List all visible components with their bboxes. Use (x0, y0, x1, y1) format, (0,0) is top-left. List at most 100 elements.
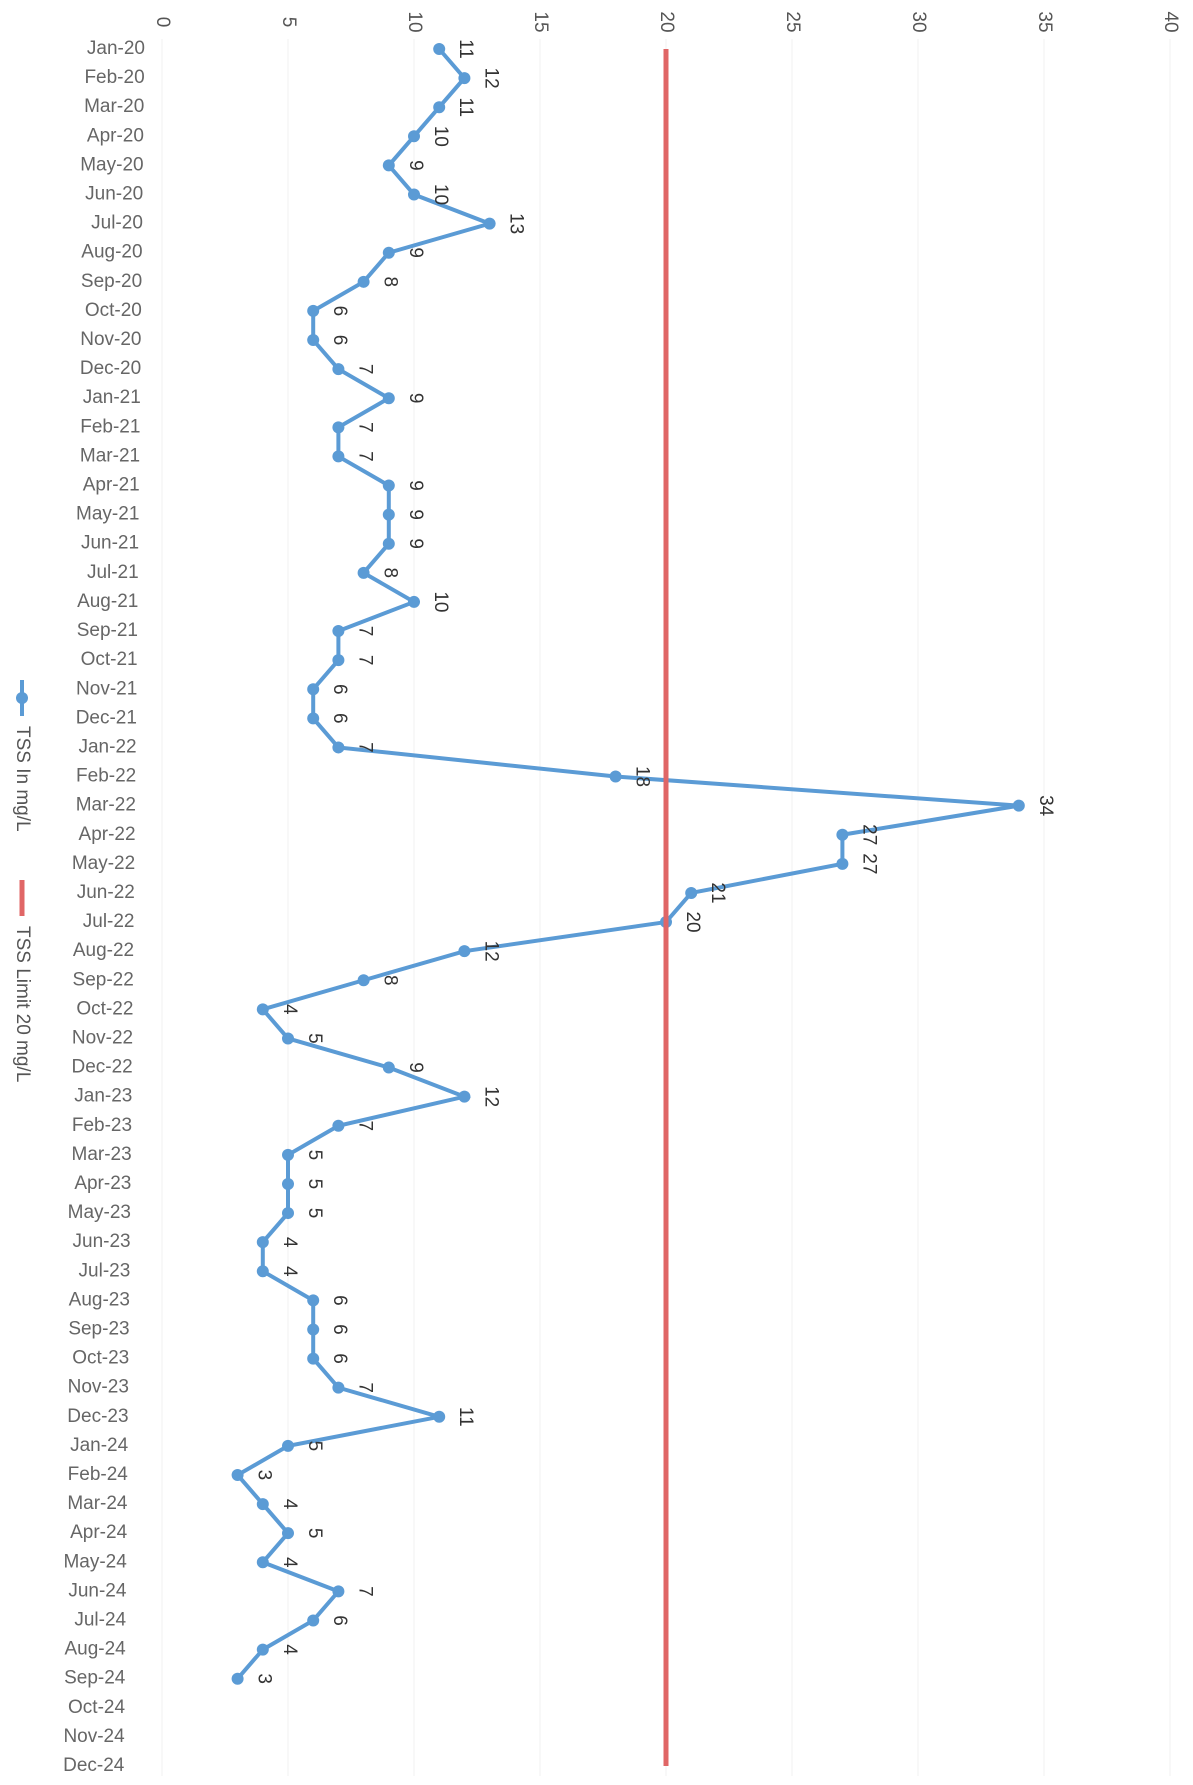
x-tick-label: Feb-21 (80, 416, 140, 437)
data-point (256, 1556, 269, 1569)
data-label: 9 (405, 509, 426, 520)
x-tick-label: Dec-24 (63, 1755, 125, 1776)
data-label: 9 (405, 393, 426, 404)
data-label: 5 (304, 1208, 325, 1219)
data-label: 27 (858, 853, 879, 874)
x-tick-label: Nov-20 (80, 329, 141, 350)
data-point (282, 1527, 294, 1540)
data-point (382, 537, 395, 550)
data-point (408, 130, 420, 143)
data-point (382, 508, 395, 521)
data-label: 3 (254, 1470, 275, 1481)
data-label: 20 (682, 911, 703, 932)
x-tick-label: Apr-21 (83, 475, 140, 496)
x-tick-label: Oct-20 (85, 300, 142, 321)
data-label: 8 (380, 568, 401, 579)
y-tick-label: 10 (404, 11, 425, 32)
data-point (231, 1672, 244, 1685)
data-label: 11 (455, 1407, 476, 1427)
y-tick-label: 35 (1034, 11, 1055, 32)
x-tick-label: Dec-23 (67, 1406, 128, 1427)
x-tick-label: Aug-23 (69, 1289, 130, 1310)
data-label: 4 (279, 1237, 300, 1248)
data-label: 7 (354, 1120, 375, 1131)
data-point (332, 421, 345, 434)
x-tick-label: Feb-23 (72, 1115, 132, 1136)
data-label: 7 (354, 1586, 375, 1597)
data-point (433, 101, 446, 114)
x-tick-label: Jul-23 (79, 1260, 131, 1281)
data-label: 7 (354, 626, 375, 637)
y-tick-label: 30 (908, 11, 929, 32)
data-label: 5 (304, 1033, 325, 1044)
data-label: 9 (405, 538, 426, 549)
data-label: 7 (354, 451, 375, 462)
data-point (332, 1119, 345, 1132)
data-point (382, 246, 395, 259)
data-point (282, 1032, 294, 1045)
data-label: 4 (279, 1499, 300, 1510)
x-tick-label: Apr-24 (70, 1522, 127, 1543)
x-tick-label: Jan-20 (87, 38, 145, 59)
data-point (307, 1614, 320, 1627)
data-label: 3 (254, 1673, 275, 1684)
data-point (382, 159, 395, 172)
data-label: 6 (329, 306, 350, 317)
x-tick-label: May-20 (80, 154, 143, 175)
data-label: 9 (405, 480, 426, 491)
legend-label: TSS Limit 20 mg/L (12, 926, 33, 1082)
x-tick-label: Jul-20 (91, 213, 143, 234)
y-tick-label: 40 (1160, 11, 1181, 32)
data-point (307, 1352, 320, 1365)
data-point (307, 1294, 320, 1307)
data-label: 13 (506, 213, 527, 234)
data-point (256, 1003, 269, 1016)
x-tick-label: Mar-20 (84, 96, 144, 117)
data-point (433, 1410, 446, 1423)
x-tick-label: Oct-23 (72, 1348, 129, 1369)
data-point (357, 566, 370, 579)
data-label: 6 (329, 1324, 350, 1335)
data-point (282, 1177, 294, 1190)
x-tick-label: Sep-22 (73, 969, 134, 990)
x-tick-label: Oct-21 (81, 649, 138, 670)
x-tick-label: Sep-21 (77, 620, 138, 641)
x-tick-label: May-21 (76, 504, 139, 525)
data-label: 8 (380, 277, 401, 288)
x-tick-label: Sep-23 (68, 1318, 129, 1339)
data-label: 18 (632, 766, 653, 787)
data-label: 4 (279, 1004, 300, 1015)
data-label: 6 (329, 1353, 350, 1364)
x-tick-label: Mar-24 (67, 1493, 128, 1514)
data-point (307, 1323, 320, 1336)
x-tick-label: Jul-21 (87, 562, 139, 583)
data-point (256, 1236, 269, 1249)
data-point (408, 595, 420, 608)
y-tick-label: 15 (530, 11, 551, 32)
data-label: 7 (354, 655, 375, 666)
x-tick-label: Dec-22 (72, 1057, 133, 1078)
legend-label: TSS In mg/L (12, 726, 33, 832)
data-label: 12 (480, 1086, 501, 1107)
data-label: 27 (858, 824, 879, 845)
x-tick-label: Dec-20 (80, 358, 141, 379)
data-label: 11 (455, 97, 476, 117)
data-label: 9 (405, 160, 426, 171)
x-tick-label: Jun-20 (85, 184, 143, 205)
x-tick-label: Mar-23 (72, 1144, 132, 1165)
data-point (307, 712, 320, 725)
x-tick-label: Jan-24 (70, 1435, 129, 1456)
data-point (332, 363, 345, 376)
data-point (609, 770, 622, 783)
x-tick-label: Oct-22 (76, 998, 133, 1019)
data-point (1012, 799, 1025, 812)
data-point (685, 886, 698, 899)
data-point (382, 1061, 395, 1074)
x-tick-label: Dec-21 (76, 707, 137, 728)
x-tick-label: Jul-22 (83, 911, 135, 932)
x-tick-label: May-22 (72, 853, 135, 874)
legend-marker (16, 692, 28, 704)
x-tick-label: Apr-20 (87, 125, 144, 146)
data-point (836, 857, 849, 870)
